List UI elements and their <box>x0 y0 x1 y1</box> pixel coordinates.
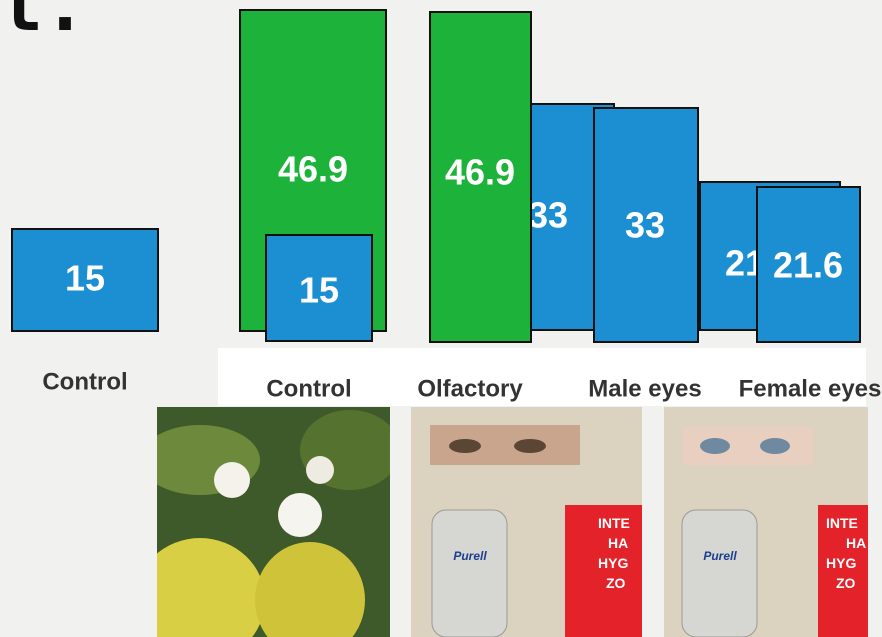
bar-blue <box>593 107 699 343</box>
category-label: Male eyes <box>588 375 701 402</box>
male-eyes-photo: Purell INTE HA HYG ZO <box>411 407 642 637</box>
sign-text: INTE <box>826 515 858 531</box>
title-fragment: t. <box>0 0 87 47</box>
control-box <box>11 228 159 332</box>
bar-value: 21.6 <box>773 245 843 286</box>
sign-text: HA <box>608 535 628 551</box>
category-label: Olfactory <box>417 375 523 402</box>
category-label: Female eyes <box>739 375 882 402</box>
bar-value: 46.9 <box>278 149 348 190</box>
control-box-value: 15 <box>65 258 105 299</box>
sign-text: ZO <box>606 575 626 591</box>
female-eyes-photo: Purell INTE HA HYG ZO <box>664 407 868 637</box>
lemon-photo <box>157 407 390 637</box>
brand: Purell <box>703 549 737 563</box>
brand: Purell <box>453 549 487 563</box>
sign-text: HA <box>846 535 866 551</box>
bar-value: 33 <box>528 195 568 236</box>
control-box-label: Control <box>42 368 127 395</box>
sign-text: HYG <box>598 555 628 571</box>
sign-text: ZO <box>836 575 856 591</box>
sign-text: INTE <box>598 515 630 531</box>
bar-value: 46.9 <box>445 152 515 193</box>
sign-text: HYG <box>826 555 856 571</box>
category-label: Control <box>266 375 351 402</box>
bar-green <box>429 11 532 343</box>
label-strip <box>218 348 866 406</box>
bar-blue <box>756 186 861 343</box>
bar-value: 33 <box>625 205 665 246</box>
bar-blue <box>265 234 373 342</box>
bar-value: 15 <box>299 270 339 311</box>
